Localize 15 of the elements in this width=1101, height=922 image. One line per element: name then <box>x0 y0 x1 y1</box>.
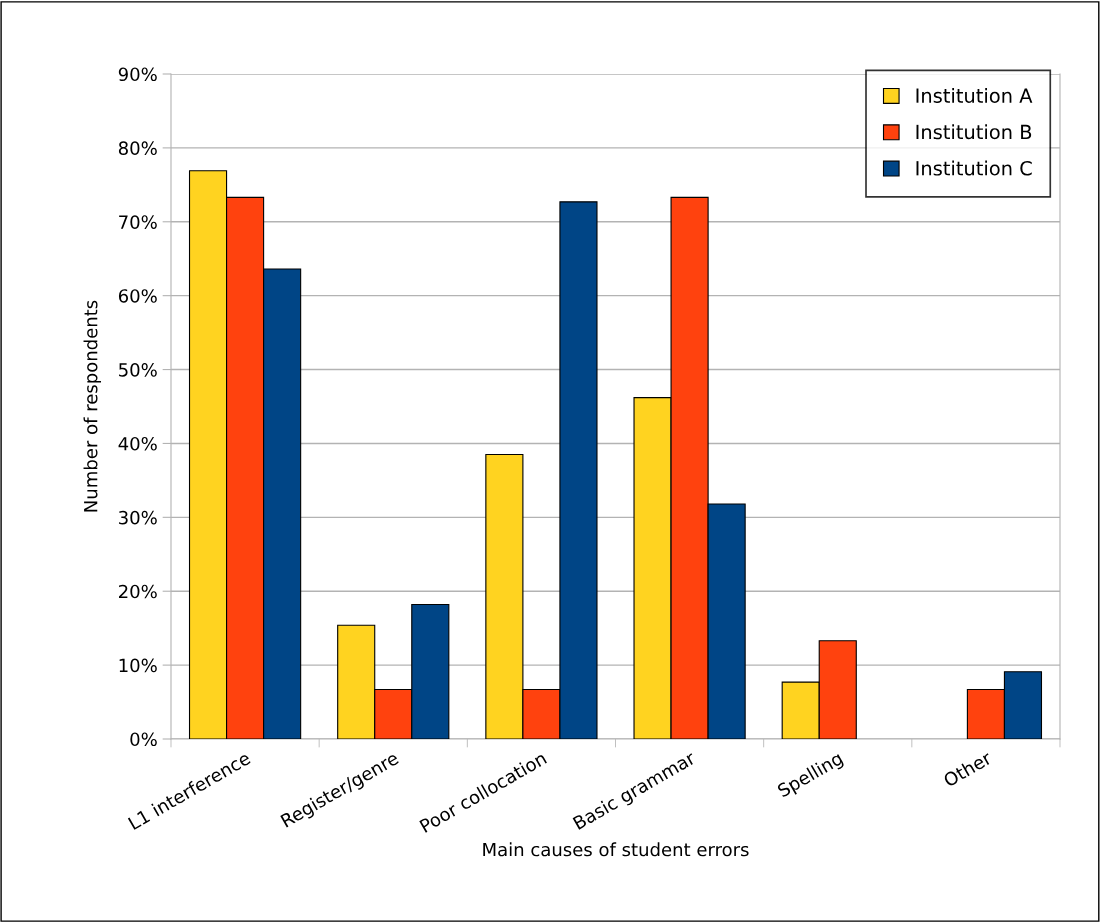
legend-label: Institution C <box>916 160 1032 176</box>
y-tick-label: 10% <box>119 658 157 673</box>
y-tick-label: 0% <box>130 732 157 747</box>
y-tick-label: 70% <box>119 215 157 229</box>
y-tick-label: 60% <box>118 289 157 303</box>
x-axis-title: Main causes of student errors <box>483 842 749 857</box>
y-axis-title: Number of respondents <box>83 300 102 512</box>
y-tick-label: 40% <box>118 436 157 451</box>
y-tick-label: 80% <box>118 141 157 156</box>
y-tick-label: 20% <box>119 584 157 599</box>
y-tick-label: 30% <box>119 510 157 525</box>
legend-label: Institution A <box>916 87 1033 103</box>
y-tick-label: 90% <box>118 67 157 82</box>
y-tick-label: 50% <box>119 363 157 377</box>
legend-label: Institution B <box>916 124 1032 140</box>
